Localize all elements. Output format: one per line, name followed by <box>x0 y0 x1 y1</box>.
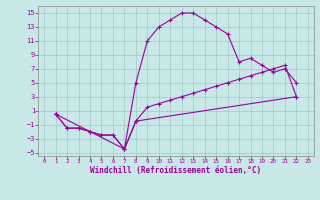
X-axis label: Windchill (Refroidissement éolien,°C): Windchill (Refroidissement éolien,°C) <box>91 166 261 175</box>
